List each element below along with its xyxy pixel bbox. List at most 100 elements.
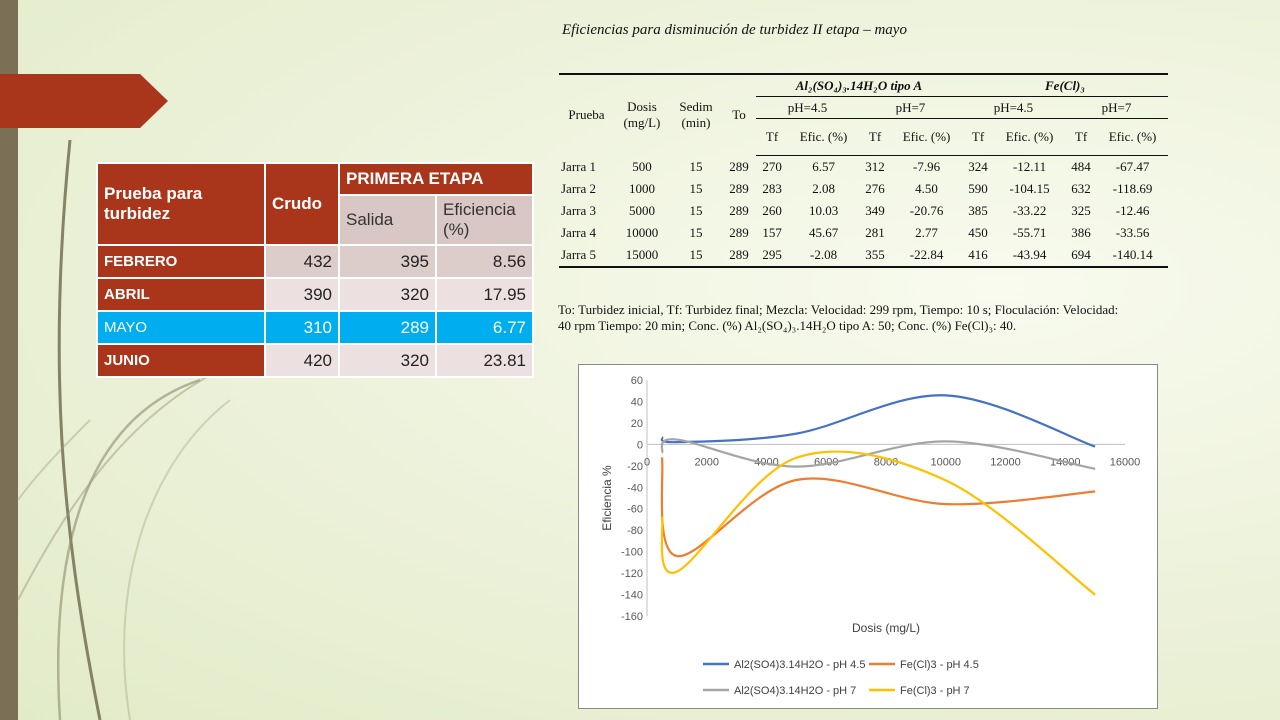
- fe-ph45-efic-cell: -55.71: [1012, 225, 1047, 240]
- table-row: Jarra 2 1000 15 289 283 2.08 276 4.50 590 -104.15…: [559, 178, 1168, 200]
- al-ph45-tf-cell: 270: [762, 159, 782, 174]
- y-tick-label: -160: [621, 611, 643, 623]
- header-eficiencia: Eficiencia (%): [435, 193, 534, 247]
- crudo-cell: 390: [264, 277, 340, 312]
- y-tick-label: 40: [631, 396, 643, 408]
- al-ph7-tf-cell: 281: [865, 225, 885, 240]
- al-ph45-efic-cell: 6.57: [812, 159, 835, 174]
- al-ph45-efic-cell: 2.08: [812, 181, 835, 196]
- x-tick-label: 10000: [930, 456, 961, 468]
- header-salida: Salida: [338, 193, 437, 247]
- eficiencia-cell: 23.81: [435, 343, 534, 378]
- crudo-cell: 432: [264, 244, 340, 279]
- sedim-cell: 15: [689, 158, 703, 174]
- fe-ph45-efic-cell: -43.94: [994, 244, 1065, 268]
- al-ph45-efic-cell: -2.08: [788, 244, 859, 268]
- sedim-cell: 15: [669, 244, 722, 268]
- note-line: 40 rpm Tiempo: 20 min; Conc. (%) Al₂(SO₄…: [558, 318, 1017, 333]
- month-cell: JUNIO: [96, 343, 266, 378]
- header-tf: Tf: [858, 118, 892, 156]
- salida-cell: 320: [338, 343, 437, 378]
- x-tick-label: 12000: [990, 456, 1021, 468]
- dosis-cell: 1000: [628, 181, 655, 196]
- legend-label: Al2(SO4)3.14H2O - pH 7: [734, 685, 856, 697]
- series-line-1: [660, 457, 1096, 558]
- y-tick-label: -20: [627, 461, 643, 473]
- al-ph45-tf-cell: 157: [762, 225, 782, 240]
- y-tick-label: 20: [631, 418, 643, 430]
- header-prueba: Prueba para turbidez: [96, 162, 266, 246]
- dosis-cell: 5000: [628, 203, 655, 218]
- fe-ph45-tf-cell: 416: [961, 244, 995, 268]
- table-row: Jarra 3 5000 15 289 260 10.03 349 -20.76 385 -33.…: [559, 200, 1168, 222]
- header-crudo: Crudo: [264, 162, 340, 246]
- fe-ph7-efic-cell: -140.14: [1097, 244, 1168, 268]
- to-cell: 289: [721, 244, 756, 268]
- fe-ph7-tf-cell: 484: [1071, 159, 1091, 174]
- turbidity-table: Prueba para turbidez Crudo PRIMERA ETAPA…: [96, 162, 534, 378]
- crudo-cell: 420: [264, 343, 340, 378]
- al-ph45-tf-cell: 283: [762, 181, 782, 196]
- to-cell: 289: [729, 203, 749, 218]
- prueba-cell: Jarra 1: [561, 158, 597, 174]
- sedim-cell: 15: [689, 181, 703, 196]
- fe-ph45-efic-cell: -33.22: [1012, 203, 1047, 218]
- fe-ph45-tf-cell: 385: [968, 203, 988, 218]
- dosis-cell: 15000: [613, 244, 670, 268]
- x-tick-label: 16000: [1110, 456, 1141, 468]
- al-ph7-efic-cell: -7.96: [913, 159, 941, 174]
- fe-ph45-tf-cell: 324: [968, 159, 988, 174]
- to-cell: 289: [729, 158, 749, 174]
- table-note: To: Turbidez inicial, Tf: Turbidez final…: [558, 302, 1178, 334]
- efficiency-table: Prueba Dosis (mg/L) Sedim (min) To Al₂(S…: [559, 73, 1168, 268]
- table-row: Jarra 1 500 15 289 270 6.57 312 -7.96 324 -12.11 4…: [559, 156, 1168, 179]
- prueba-cell: Jarra 4: [561, 225, 597, 240]
- al-ph45-efic-cell: 45.67: [808, 225, 839, 240]
- al-ph45-tf-cell: 260: [762, 203, 782, 218]
- header-ph: pH=7: [1064, 96, 1168, 119]
- header-efic: Efic. (%): [994, 118, 1065, 156]
- y-tick-label: -140: [621, 590, 643, 602]
- prueba-cell: Jarra 5: [559, 244, 614, 268]
- eficiencia-cell: 17.95: [435, 277, 534, 312]
- dosis-cell: 10000: [625, 225, 659, 240]
- y-tick-label: -40: [627, 482, 643, 494]
- al-ph7-tf-cell: 312: [865, 159, 885, 174]
- header-tf: Tf: [961, 118, 995, 156]
- x-axis-title: Dosis (mg/L): [852, 621, 920, 635]
- prueba-cell: Jarra 3: [561, 203, 597, 218]
- header-tf: Tf: [1064, 118, 1098, 156]
- month-cell: FEBRERO: [96, 244, 266, 279]
- al-ph45-tf-cell: 295: [755, 244, 789, 268]
- al-ph7-tf-cell: 355: [858, 244, 892, 268]
- salida-cell: 289: [338, 310, 437, 345]
- header-al: Al₂(SO₄)₃.14H₂O tipo A: [755, 73, 962, 97]
- fe-ph7-tf-cell: 632: [1071, 181, 1091, 196]
- table-row: JUNIO 420 320 23.81: [96, 343, 534, 378]
- header-tf: Tf: [755, 118, 789, 156]
- fe-ph7-tf-cell: 325: [1071, 203, 1091, 218]
- al-ph7-tf-cell: 349: [865, 203, 885, 218]
- left-accent-bar: [0, 0, 18, 720]
- series-line-0: [660, 394, 1096, 448]
- fe-ph45-efic-cell: -12.11: [1012, 159, 1047, 174]
- fe-ph7-efic-cell: -12.46: [1115, 203, 1150, 218]
- month-cell: ABRIL: [96, 277, 266, 312]
- series-line-2: [660, 438, 1096, 470]
- fe-ph7-efic-cell: -33.56: [1115, 225, 1150, 240]
- al-ph7-efic-cell: 4.50: [915, 181, 938, 196]
- note-line: To: Turbidez inicial, Tf: Turbidez final…: [558, 302, 1119, 317]
- header-ph: pH=4.5: [961, 96, 1065, 119]
- eficiencia-cell: 8.56: [435, 244, 534, 279]
- series-line-3: [660, 450, 1096, 596]
- legend-label: Fe(Cl)3 - pH 4.5: [900, 659, 979, 671]
- table-row: Jarra 4 10000 15 289 157 45.67 281 2.77 450 -55.7…: [559, 222, 1168, 244]
- header-dosis: Dosis (mg/L): [613, 73, 670, 156]
- fe-ph7-tf-cell: 386: [1071, 225, 1091, 240]
- y-tick-label: -80: [627, 525, 643, 537]
- efficiency-chart: 60 40 20 0 -20 -40 -60 -80 -100 -120 -140 -160 0 2000…: [578, 364, 1158, 709]
- header-primera-etapa: PRIMERA ETAPA: [338, 162, 534, 196]
- al-ph7-efic-cell: -22.84: [891, 244, 962, 268]
- y-tick-label: 60: [631, 375, 643, 387]
